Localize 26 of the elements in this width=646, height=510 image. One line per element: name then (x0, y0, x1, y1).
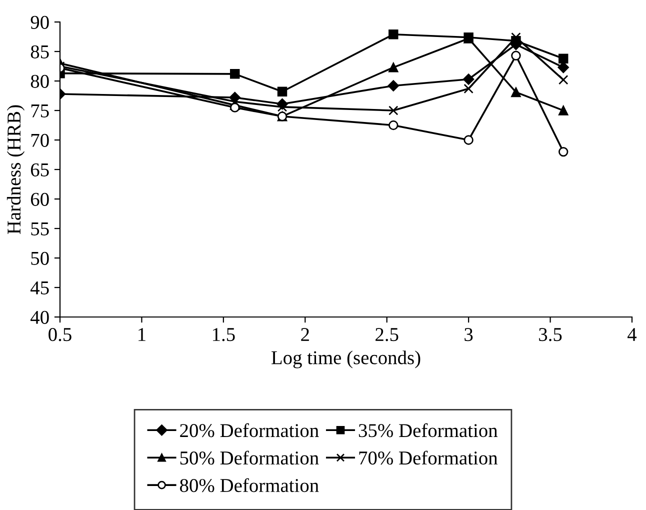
x-tick-label: 1 (138, 328, 146, 341)
x-tick-label: 3.5 (539, 328, 562, 342)
x-axis-title: Log time (seconds) (272, 350, 420, 368)
y-tick-label: 45 (30, 281, 49, 294)
y-tick-label: 80 (30, 74, 49, 88)
y-tick-label: 50 (31, 252, 49, 265)
y-tick-label: 55 (31, 222, 49, 236)
y-tick-label: 75 (31, 104, 49, 118)
y-tick-label: 85 (30, 45, 49, 58)
legend-label: 35% Deformation (358, 423, 498, 438)
legend-label: 70% Deformation (359, 450, 498, 465)
y-tick-label: 90 (30, 16, 49, 29)
x-tick-label: 3 (464, 328, 473, 342)
y-axis-title: Hardness (HRB) (6, 105, 25, 234)
legend-label: 50% Deformation (180, 450, 319, 465)
x-tick-label: 0.5 (48, 328, 72, 342)
y-tick-label: 70 (31, 134, 49, 147)
y-tick-label: 40 (30, 310, 49, 324)
legend-label: 80% Deformation (180, 478, 319, 492)
y-tick-label: 65 (30, 163, 49, 176)
legend-label: 20% Deformation (180, 423, 319, 438)
x-tick-label: 1.5 (212, 328, 235, 342)
y-tick-label: 60 (30, 192, 49, 206)
x-tick-label: 4 (628, 328, 637, 341)
x-tick-label: 2.5 (376, 328, 398, 342)
x-tick-label: 2 (301, 328, 309, 341)
